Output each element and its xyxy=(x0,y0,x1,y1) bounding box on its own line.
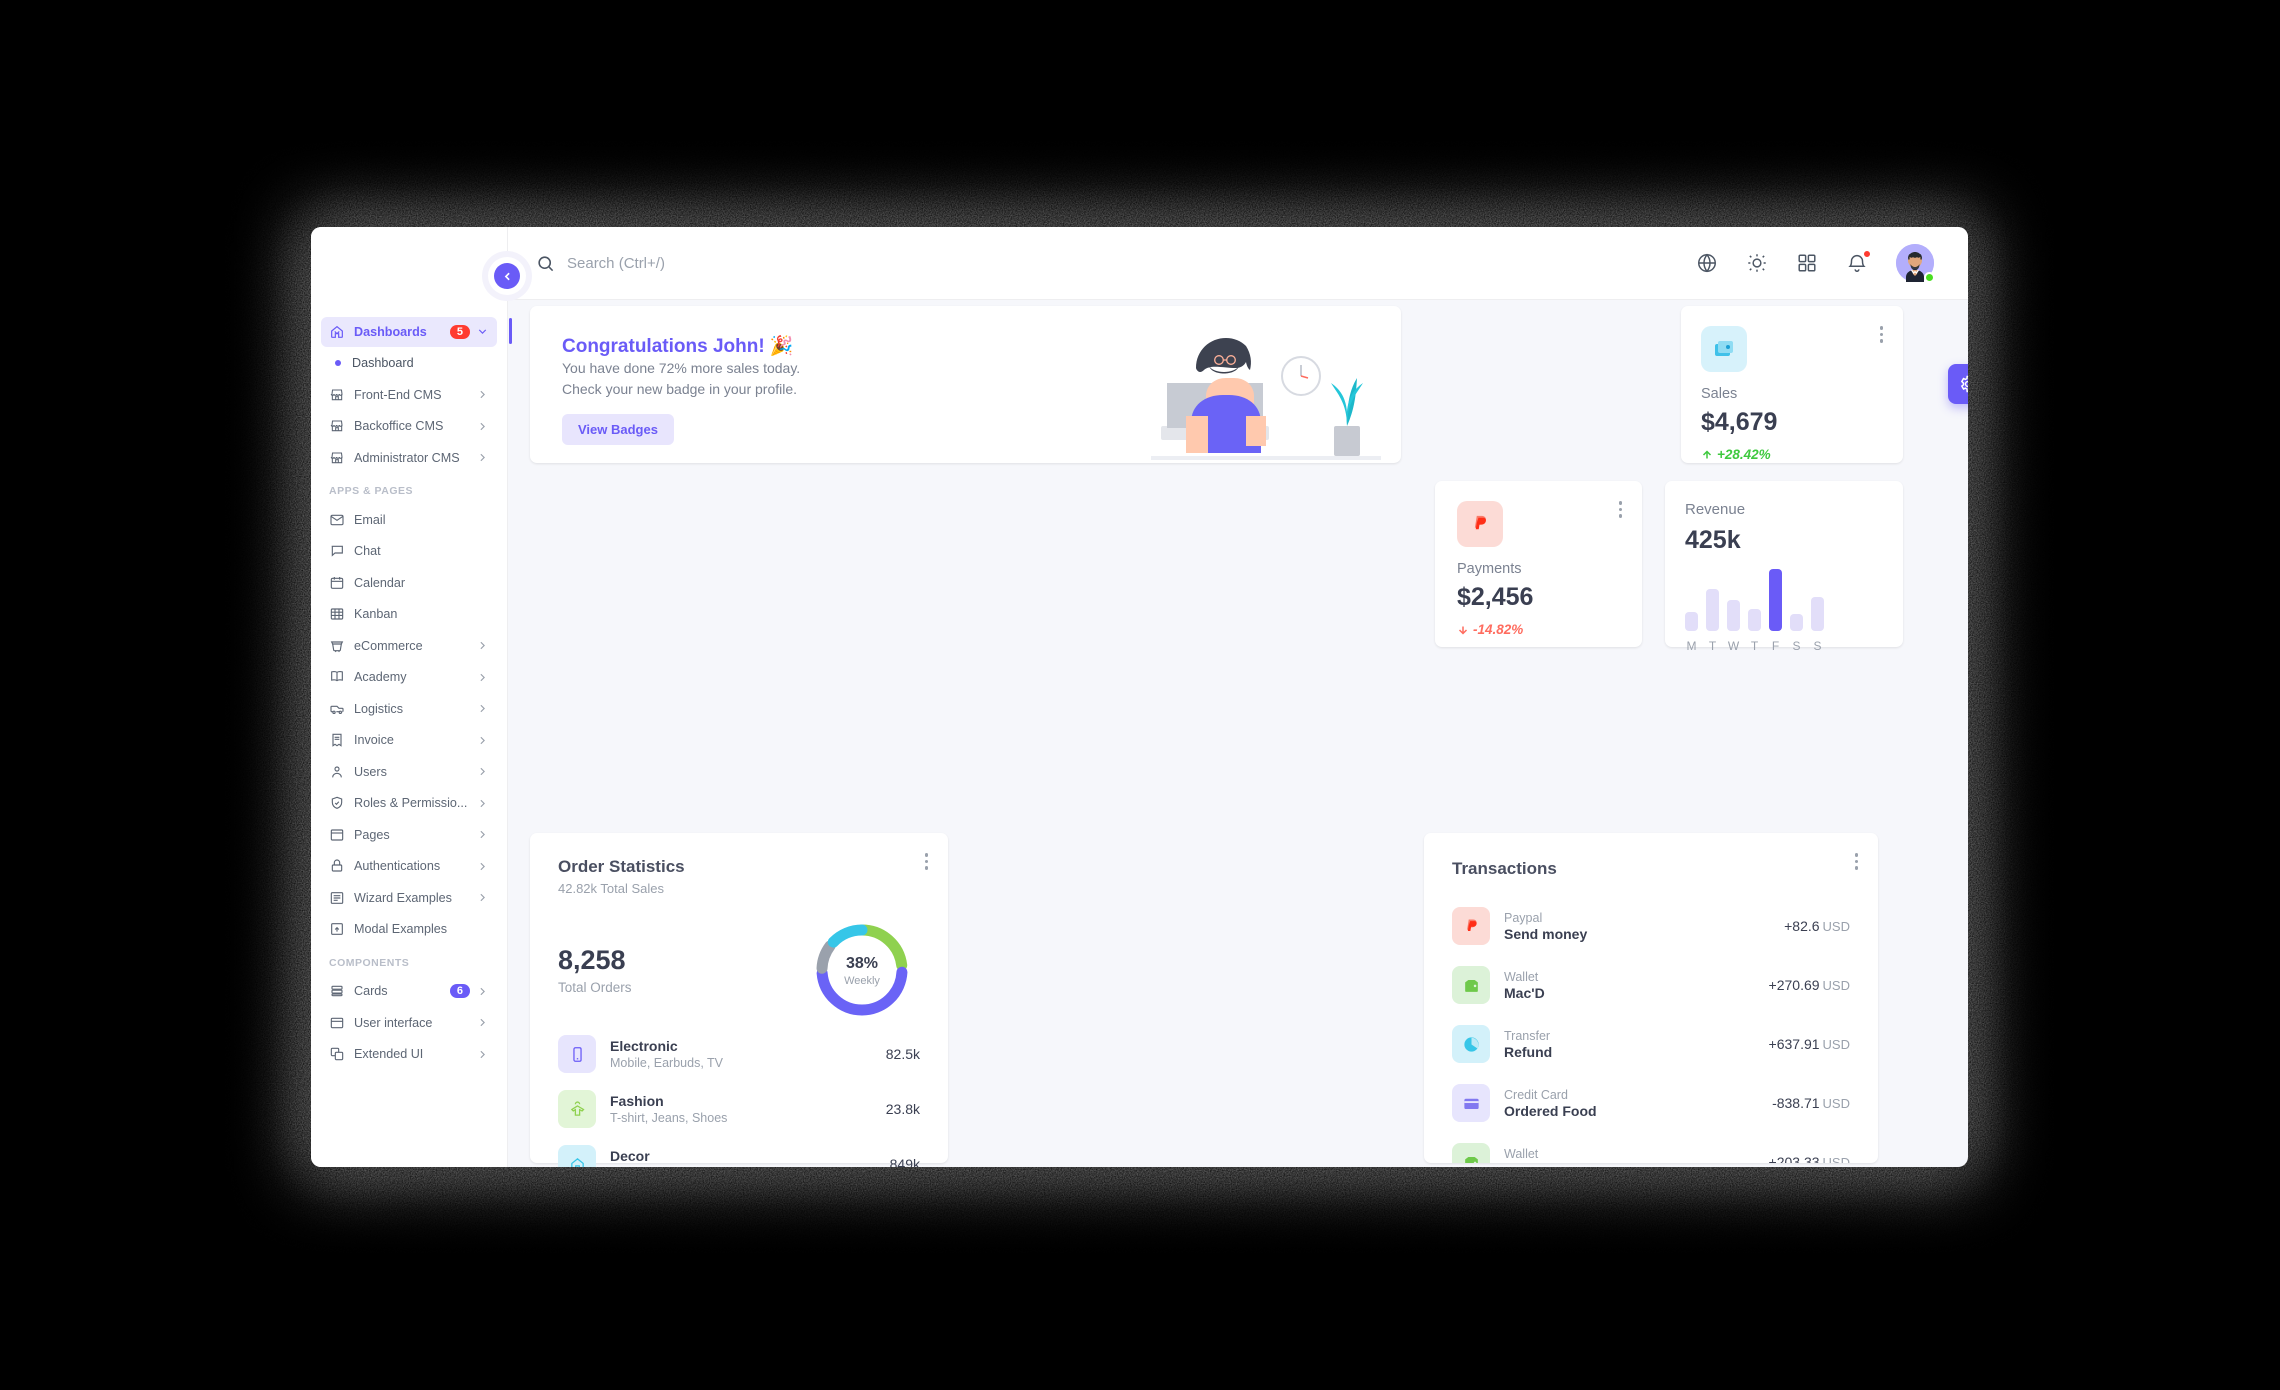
svg-text:38%: 38% xyxy=(846,955,878,972)
svg-text:Weekly: Weekly xyxy=(844,975,880,987)
